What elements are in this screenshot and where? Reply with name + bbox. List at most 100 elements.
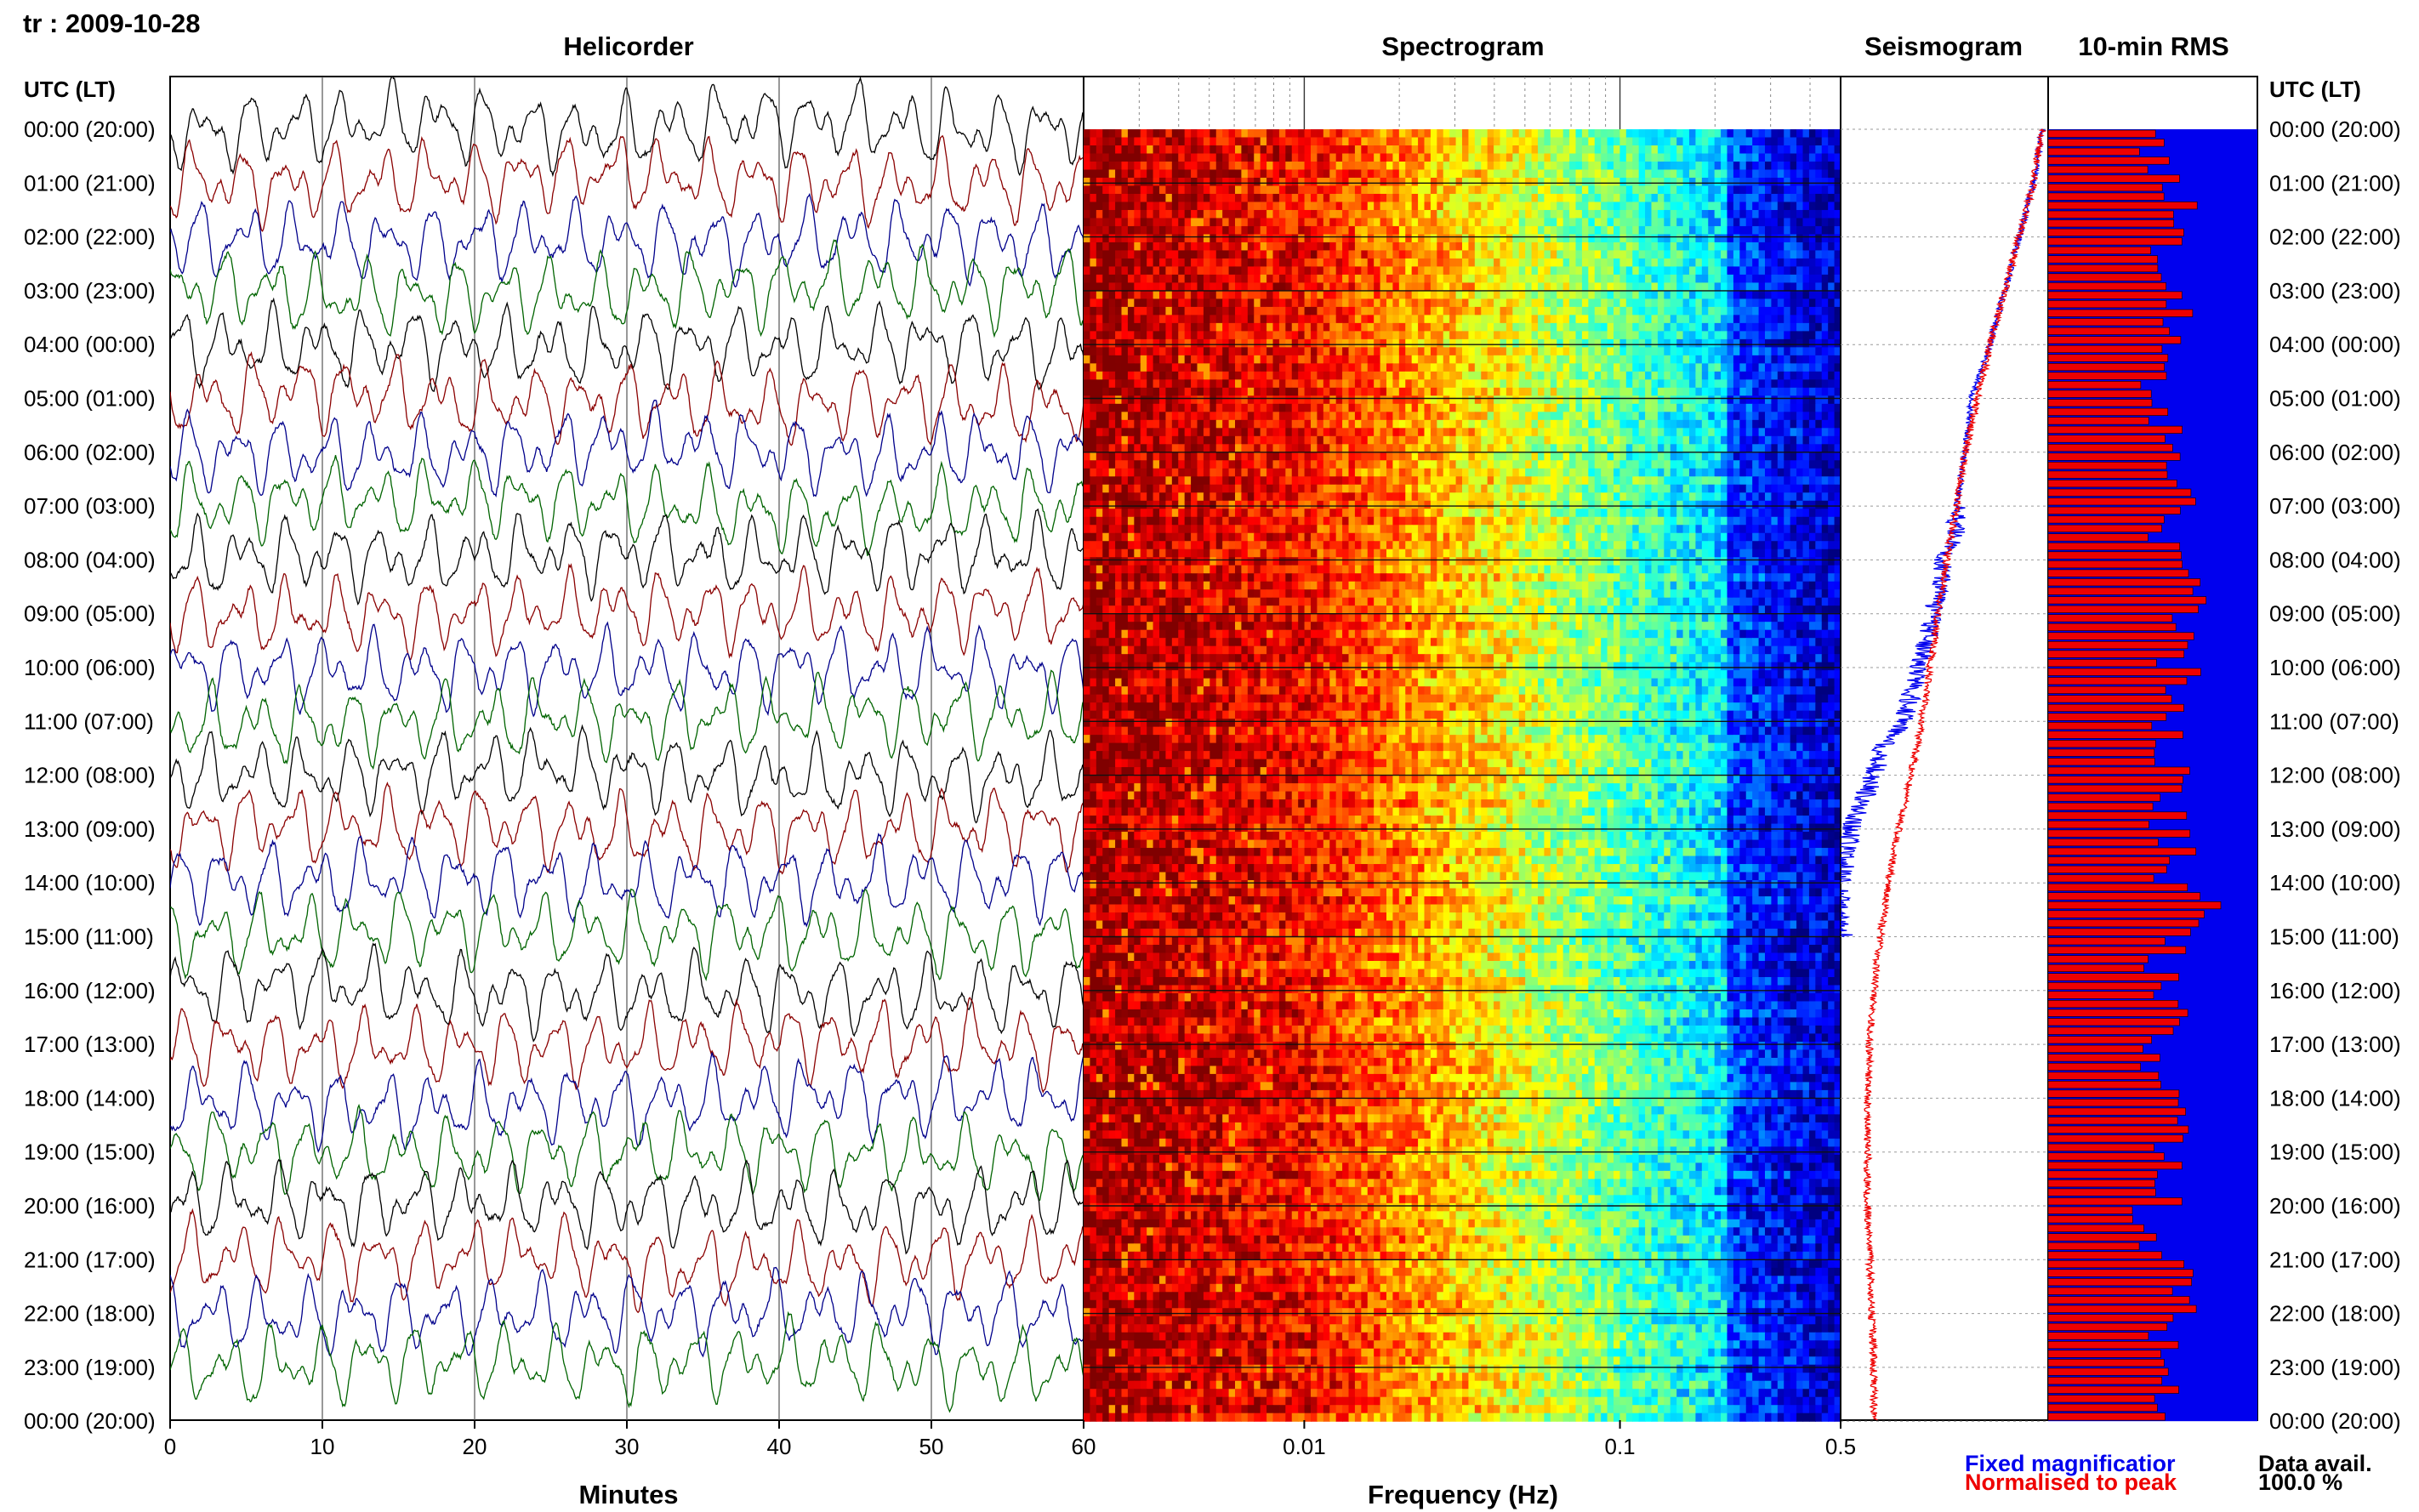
spectrogram-cell — [1153, 234, 1160, 243]
spectrogram-cell — [1468, 428, 1476, 437]
spectrogram-cell — [1418, 315, 1426, 324]
spectrogram-cell — [1538, 387, 1545, 396]
spectrogram-cell — [1247, 428, 1255, 437]
spectrogram-cell — [1721, 250, 1728, 259]
spectrogram-cell — [1291, 306, 1299, 315]
spectrogram-cell — [1525, 444, 1533, 453]
spectrogram-cell — [1291, 185, 1299, 195]
spectrogram-cell — [1733, 137, 1740, 146]
spectrogram-cell — [1664, 379, 1671, 389]
spectrogram-cell — [1178, 347, 1186, 356]
spectrogram-cell — [1418, 234, 1426, 243]
spectrogram-cell — [1405, 266, 1413, 276]
spectrogram-cell — [1790, 169, 1797, 179]
spectrogram-cell — [1254, 177, 1261, 187]
spectrogram-cell — [1329, 218, 1337, 227]
spectrogram-cell — [1581, 331, 1589, 340]
spectrogram-cell — [1815, 435, 1823, 445]
spectrogram-cell — [1228, 242, 1236, 252]
spectrogram-cell — [1625, 428, 1633, 437]
spectrogram-cell — [1815, 338, 1823, 348]
spectrogram-cell — [1115, 387, 1123, 396]
spectrogram-cell — [1550, 444, 1557, 453]
spectrogram-cell — [1474, 363, 1482, 372]
spectrogram-cell — [1108, 274, 1116, 283]
spectrogram-cell — [1538, 379, 1545, 389]
spectrogram-cell — [1752, 347, 1760, 356]
spectrogram-cell — [1405, 306, 1413, 315]
spectrogram-cell — [1815, 209, 1823, 219]
spectrogram-cell — [1468, 161, 1476, 171]
spectrogram-cell — [1335, 452, 1343, 461]
spectrogram-cell — [1569, 322, 1577, 332]
spectrogram-cell — [1784, 347, 1791, 356]
spectrogram-cell — [1487, 258, 1494, 268]
spectrogram-cell — [1765, 250, 1773, 259]
spectrogram-cell — [1594, 322, 1602, 332]
spectrogram-cell — [1147, 395, 1154, 405]
spectrogram-cell — [1462, 290, 1470, 299]
spectrogram-cell — [1411, 315, 1419, 324]
spectrogram-cell — [1260, 266, 1267, 276]
spectrogram-cell — [1802, 202, 1810, 211]
spectrogram-cell — [1727, 444, 1734, 453]
spectrogram-cell — [1651, 403, 1659, 412]
spectrogram-cell — [1367, 322, 1375, 332]
spectrogram-cell — [1084, 145, 1091, 155]
spectrogram-cell — [1127, 290, 1135, 299]
spectrogram-cell — [1147, 169, 1154, 179]
spectrogram-cell — [1614, 274, 1621, 283]
spectrogram-cell — [1374, 355, 1381, 364]
spectrogram-cell — [1291, 282, 1299, 292]
spectrogram-cell — [1317, 444, 1324, 453]
spectrogram-cell — [1342, 225, 1350, 236]
spectrogram-cell — [1531, 209, 1539, 219]
spectrogram-cell — [1733, 145, 1740, 155]
spectrogram-cell — [1468, 290, 1476, 299]
spectrogram-cell — [1266, 193, 1274, 203]
spectrogram-cell — [1625, 193, 1633, 203]
spectrogram-cell — [1569, 315, 1577, 324]
spectrogram-cell — [1342, 435, 1350, 445]
spectrogram-cell — [1260, 145, 1267, 155]
spectrogram-cell — [1260, 177, 1267, 187]
spectrogram-cell — [1468, 169, 1476, 179]
spectrogram-cell — [1771, 355, 1779, 364]
spectrogram-cell — [1784, 363, 1791, 372]
spectrogram-cell — [1518, 290, 1526, 299]
spectrogram-cell — [1127, 185, 1135, 195]
spectrogram-cell — [1771, 282, 1779, 292]
spectrogram-cell — [1317, 225, 1324, 236]
spectrogram-cell — [1575, 242, 1583, 252]
spectrogram-cell — [1348, 258, 1356, 268]
spectrogram-cell — [1487, 209, 1494, 219]
spectrogram-cell — [1096, 153, 1103, 162]
spectrogram-cell — [1581, 306, 1589, 315]
spectrogram-cell — [1538, 452, 1545, 461]
spectrogram-cell — [1607, 387, 1614, 396]
spectrogram-cell — [1614, 290, 1621, 299]
spectrogram-cell — [1689, 435, 1697, 445]
spectrogram-cell — [1601, 412, 1608, 421]
spectrogram-cell — [1676, 193, 1684, 203]
spectrogram-cell — [1594, 250, 1602, 259]
spectrogram-cell — [1228, 274, 1236, 283]
spectrogram-cell — [1670, 274, 1677, 283]
spectrogram-cell — [1367, 298, 1375, 308]
spectrogram-cell — [1638, 218, 1646, 227]
spectrogram-cell — [1291, 258, 1299, 268]
spectrogram-cell — [1405, 347, 1413, 356]
spectrogram-cell — [1329, 452, 1337, 461]
spectrogram-cell — [1317, 338, 1324, 348]
spectrogram-cell — [1203, 282, 1210, 292]
spectrogram-cell — [1374, 435, 1381, 445]
spectrogram-cell — [1632, 169, 1640, 179]
spectrogram-cell — [1329, 371, 1337, 380]
spectrogram-cell — [1367, 258, 1375, 268]
spectrogram-cell — [1418, 185, 1426, 195]
spectrogram-cell — [1657, 266, 1665, 276]
spectrogram-cell — [1165, 234, 1173, 243]
spectrogram-cell — [1278, 129, 1286, 139]
spectrogram-cell — [1254, 282, 1261, 292]
